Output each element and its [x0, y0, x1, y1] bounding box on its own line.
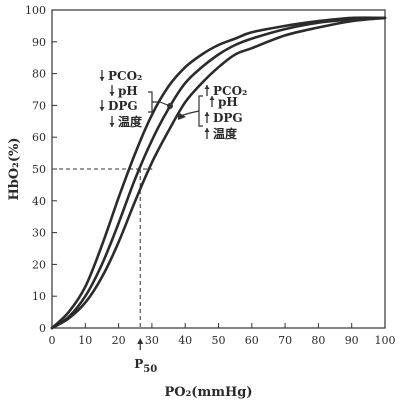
x-tick-label: 20: [112, 334, 126, 347]
right-label-3: DPG: [213, 111, 243, 125]
curve-series-3: [50, 16, 387, 330]
y-tick-label: 90: [32, 36, 46, 49]
p50-subscript: 50: [143, 364, 157, 375]
x-tick-label: 80: [311, 334, 325, 347]
curve-series-1: [50, 16, 387, 330]
right-label-2: pH: [218, 95, 238, 109]
y-tick-label: 70: [32, 99, 46, 112]
left-label-1: PCO₂: [108, 69, 142, 83]
p50-label: P50: [134, 357, 157, 375]
left-label-4: 温度: [118, 114, 143, 129]
y-tick-label: 40: [32, 195, 46, 208]
right-bracket: [189, 95, 203, 127]
x-tick-label: 10: [78, 334, 92, 347]
left-label-2: pH: [118, 84, 138, 98]
left-arrow-2-head: [109, 92, 115, 96]
y-tick-label: 30: [32, 227, 46, 240]
x-axis-title: PO₂(mmHg): [165, 385, 253, 400]
left-label-3: DPG: [108, 99, 138, 113]
y-axis-title: HbO₂(%): [7, 137, 22, 200]
left-pointer-dot: [167, 103, 173, 109]
x-tick-label: 100: [375, 334, 396, 347]
y-tick-label: 60: [32, 131, 46, 144]
x-tick-label: 90: [345, 334, 359, 347]
left-bracket: [148, 91, 160, 113]
right-arrow-4-head: [204, 128, 210, 132]
y-tick-label: 20: [32, 258, 46, 271]
x-tick-label: 50: [212, 334, 226, 347]
y-tick-label: 100: [25, 4, 46, 17]
right-pointer-head: [178, 112, 186, 120]
p50-arrow-head: [137, 338, 144, 344]
y-tick-label: 80: [32, 68, 46, 81]
right-arrow-1-head: [204, 85, 210, 89]
x-tick-label: 70: [278, 334, 292, 347]
left-arrow-3-head: [99, 107, 105, 111]
right-label-1: PCO₂: [213, 84, 247, 98]
left-arrow-1-head: [99, 77, 105, 81]
right-label-4: 温度: [213, 126, 238, 141]
curve-series-2: [50, 16, 387, 330]
y-tick-label: 50: [32, 163, 46, 176]
y-tick-label: 0: [39, 322, 46, 335]
x-tick-label: 30: [145, 334, 159, 347]
right-arrow-3-head: [204, 112, 210, 116]
left-arrow-4-head: [109, 123, 115, 127]
x-tick-label: 0: [49, 334, 56, 347]
x-tick-label: 40: [178, 334, 192, 347]
x-tick-label: 60: [245, 334, 259, 347]
y-tick-label: 10: [32, 290, 46, 303]
right-arrow-2-head: [209, 96, 215, 100]
